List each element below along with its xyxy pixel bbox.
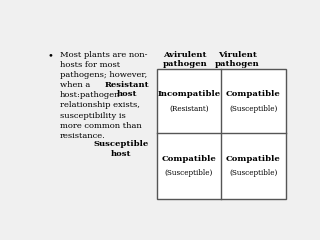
Text: Most plants are non-
hosts for most
pathogens; however,
when a
host:pathogen
rel: Most plants are non- hosts for most path…	[60, 51, 147, 140]
Text: Compatible: Compatible	[226, 155, 281, 163]
Text: Compatible: Compatible	[226, 90, 281, 98]
Text: (Susceptible): (Susceptible)	[229, 169, 277, 177]
Text: •: •	[47, 51, 53, 60]
Text: Virulent
pathogen: Virulent pathogen	[215, 51, 260, 68]
Text: Susceptible
host: Susceptible host	[94, 140, 149, 157]
Text: Resistant
host: Resistant host	[105, 81, 149, 98]
Text: Compatible: Compatible	[161, 155, 216, 163]
Bar	[156, 69, 285, 199]
Text: Incompatible: Incompatible	[157, 90, 220, 98]
Text: (Resistant): (Resistant)	[169, 105, 209, 113]
Text: (Susceptible): (Susceptible)	[164, 169, 213, 177]
Text: Avirulent
pathogen: Avirulent pathogen	[163, 51, 207, 68]
Text: (Susceptible): (Susceptible)	[229, 105, 277, 113]
